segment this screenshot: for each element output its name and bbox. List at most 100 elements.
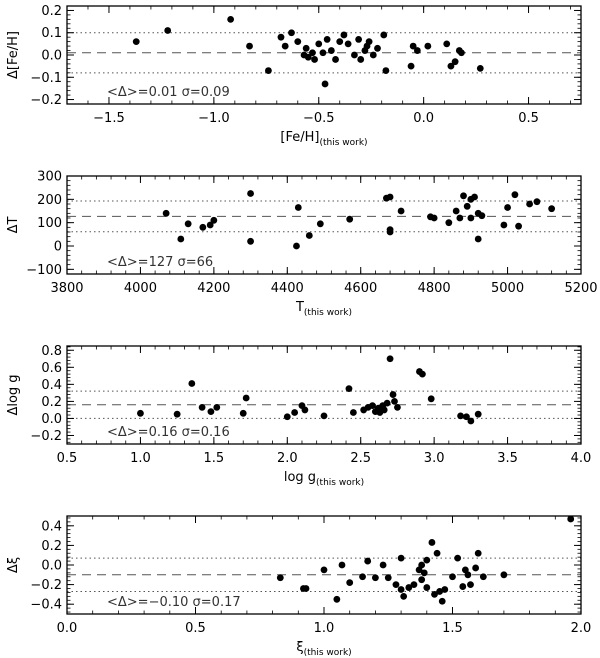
- data-point: [394, 403, 401, 411]
- x-tick-label: −1.0: [198, 111, 230, 126]
- plot-frame: [66, 345, 582, 445]
- x-axis-label-main: [Fe/H]: [280, 130, 319, 145]
- x-tick-label: 1.0: [130, 451, 151, 466]
- data-point: [420, 569, 428, 577]
- x-tick-label: 0.0: [413, 111, 434, 126]
- data-point: [277, 33, 285, 41]
- data-point: [357, 56, 365, 63]
- data-point: [458, 49, 465, 57]
- data-point: [427, 395, 435, 403]
- data-point: [391, 397, 398, 405]
- y-tick-label: 100: [37, 216, 62, 231]
- data-point: [372, 574, 379, 582]
- data-point: [294, 38, 302, 46]
- data-point: [323, 36, 331, 43]
- data-point: [246, 42, 253, 50]
- data-point: [463, 202, 471, 210]
- data-point: [369, 402, 376, 410]
- x-axis-label: [Fe/H](this work): [280, 130, 367, 148]
- data-point: [227, 15, 235, 23]
- y-tick-label: 0.6: [41, 361, 62, 376]
- x-tick-label: −1.5: [93, 111, 125, 126]
- plot-frame: [66, 175, 582, 275]
- data-point: [346, 215, 354, 223]
- x-tick-label: 5000: [491, 281, 524, 296]
- data-point: [478, 212, 486, 220]
- x-tick-label: 4400: [271, 281, 304, 296]
- y-tick-label: 300: [37, 170, 62, 185]
- data-point: [320, 566, 328, 574]
- data-point: [374, 44, 381, 52]
- data-point: [386, 193, 394, 201]
- data-point: [467, 214, 475, 222]
- data-point: [242, 394, 250, 402]
- panel-2: 3800 4000 4200 4400 4600 4800 5000 5200 −100 0 100…: [6, 170, 598, 319]
- data-point: [459, 583, 467, 590]
- y-tick-label: 0.0: [41, 49, 62, 64]
- data-point: [359, 573, 366, 581]
- data-point: [410, 581, 418, 588]
- data-point: [320, 412, 328, 420]
- x-axis-label: T(this work): [295, 300, 352, 318]
- x-tick-label: 4000: [124, 281, 157, 296]
- data-point: [184, 220, 192, 228]
- x-tick-label: 4.0: [571, 451, 592, 466]
- data-point: [449, 573, 456, 581]
- data-point: [346, 579, 354, 587]
- data-point: [380, 406, 388, 414]
- data-point: [288, 29, 295, 37]
- y-axis-label: Δξ: [6, 557, 21, 573]
- y-tick-label: −0.2: [30, 93, 62, 108]
- y-axis-label: Δ[Fe/H]: [6, 31, 21, 79]
- stats-annotation: <Δ>=127 σ=66: [107, 255, 213, 270]
- data-point: [198, 403, 206, 411]
- data-point: [304, 53, 312, 61]
- y-tick-label: 0.4: [41, 519, 62, 534]
- data-point: [137, 409, 144, 417]
- y-tick-label: −0.4: [30, 598, 62, 613]
- data-point: [451, 58, 459, 66]
- data-point: [384, 574, 392, 582]
- data-point: [327, 47, 335, 54]
- data-point: [281, 42, 289, 50]
- data-point: [504, 204, 511, 211]
- data-point: [213, 403, 221, 411]
- data-point: [188, 380, 196, 387]
- data-point: [438, 597, 446, 605]
- data-point: [311, 56, 318, 63]
- data-point: [474, 235, 482, 243]
- data-point: [293, 242, 300, 250]
- data-point: [423, 584, 431, 591]
- data-point: [305, 232, 313, 239]
- data-point: [443, 40, 451, 48]
- y-tick-label: 0.2: [41, 4, 62, 19]
- data-point: [355, 36, 363, 43]
- data-point: [345, 385, 353, 393]
- data-point: [302, 44, 310, 52]
- x-axis-label-subscript: (this work): [304, 308, 352, 318]
- data-point: [132, 38, 140, 46]
- data-point: [382, 67, 390, 74]
- data-point: [338, 561, 346, 569]
- y-tick-label: −0.2: [30, 578, 62, 593]
- data-point: [430, 214, 438, 222]
- data-point: [364, 557, 372, 565]
- stats-annotation: <Δ>=−0.10 σ=0.17: [107, 595, 241, 610]
- x-tick-label: 0.5: [185, 621, 206, 636]
- x-axis-label: log g(this work): [284, 470, 364, 488]
- data-point: [316, 220, 324, 228]
- y-tick-label: 0.4: [41, 378, 62, 393]
- data-point: [413, 47, 421, 54]
- data-point: [418, 576, 426, 584]
- data-point: [479, 573, 487, 581]
- data-point: [206, 221, 214, 229]
- data-point: [515, 222, 522, 230]
- data-point: [433, 549, 441, 557]
- data-point: [428, 539, 436, 546]
- x-tick-label: 0.5: [57, 451, 78, 466]
- x-tick-label: 2.5: [350, 451, 371, 466]
- data-point: [533, 198, 541, 206]
- x-tick-label: 4600: [344, 281, 377, 296]
- data-point: [452, 207, 460, 215]
- data-point: [177, 235, 185, 243]
